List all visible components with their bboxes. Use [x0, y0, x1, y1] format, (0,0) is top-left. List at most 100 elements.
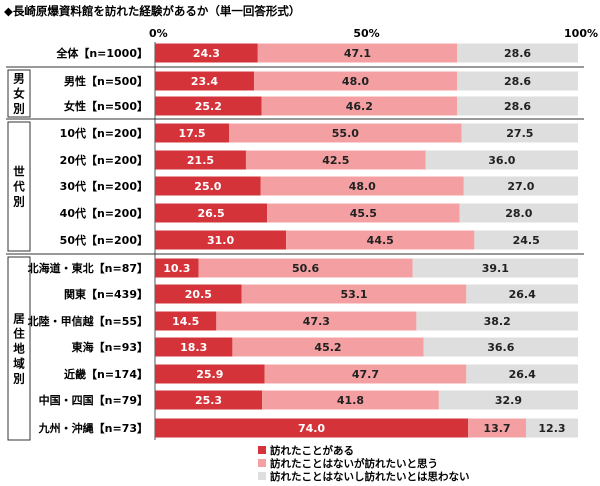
data-label: 26.5 [197, 207, 224, 220]
data-label: 42.5 [322, 154, 349, 167]
bar-segment [198, 258, 413, 278]
bar-segment [459, 203, 578, 223]
bar-segment [155, 150, 246, 170]
data-label: 47.3 [303, 315, 330, 328]
bar-segment [423, 337, 578, 357]
row-label: 20代【n=200】 [60, 153, 148, 167]
data-label: 17.5 [178, 127, 205, 140]
bar-segment [257, 43, 458, 63]
bar-segment [262, 390, 439, 410]
tick-label: 100% [564, 27, 598, 40]
bar-segment [155, 43, 258, 63]
bar-segment [155, 123, 230, 143]
data-label: 47.7 [352, 368, 379, 381]
data-label: 44.5 [367, 234, 394, 247]
data-label: 23.4 [191, 75, 218, 88]
data-label: 45.5 [350, 207, 377, 220]
data-label: 26.4 [509, 288, 536, 301]
bar-segment [155, 176, 261, 196]
group-box [7, 69, 31, 118]
data-label: 47.1 [344, 47, 371, 60]
bar-segment [474, 230, 578, 250]
data-label: 14.5 [172, 315, 199, 328]
row-label: 関東【n=439】 [64, 287, 148, 301]
row-label: 10代【n=200】 [60, 126, 148, 140]
bar-segment [468, 418, 526, 438]
bar-segment [253, 71, 458, 91]
data-label: 55.0 [332, 127, 359, 140]
legend-swatch [258, 446, 266, 454]
bar-segment [155, 284, 242, 304]
bar-segment [155, 230, 287, 250]
data-label: 21.5 [187, 154, 214, 167]
bar-segment [155, 258, 199, 278]
bar-segment [232, 337, 424, 357]
row-label: 東海【n=93】 [72, 340, 148, 354]
data-label: 25.3 [195, 394, 222, 407]
bar-segment [245, 150, 426, 170]
bar-segment [241, 284, 467, 304]
bar-segment [286, 230, 475, 250]
data-label: 74.0 [298, 422, 325, 435]
data-label: 25.9 [196, 368, 223, 381]
bar-segment [267, 203, 460, 223]
bar-segment [155, 311, 217, 331]
bar-segment [155, 203, 268, 223]
row-label: 中国・四国【n=79】 [39, 393, 148, 407]
data-label: 25.2 [195, 100, 222, 113]
group-label: 世代別 [12, 165, 25, 209]
data-label: 36.0 [488, 154, 515, 167]
legend-label: 訪れたことがある [270, 444, 354, 457]
bar-segment [155, 96, 262, 116]
bar-segment [229, 123, 462, 143]
data-label: 26.4 [509, 368, 536, 381]
bar-segment [461, 123, 578, 143]
legend: 訪れたことがある訪れたことはないが訪れたいと思う訪れたことはないし訪れたいとは思… [258, 444, 470, 483]
data-label: 45.2 [314, 341, 341, 354]
bar-segment [264, 364, 467, 384]
row-label: 九州・沖縄【n=73】 [38, 421, 148, 435]
data-label: 38.2 [484, 315, 511, 328]
legend-label: 訪れたことはないが訪れたいと思う [270, 457, 438, 470]
legend-swatch [258, 459, 266, 467]
data-label: 36.6 [487, 341, 514, 354]
bar-segment [457, 96, 578, 116]
data-label: 25.0 [194, 180, 221, 193]
bar-segment [261, 96, 458, 116]
data-label: 28.6 [504, 100, 531, 113]
group-label: 居住地域別 [12, 312, 25, 386]
data-label: 18.3 [180, 341, 207, 354]
data-label: 27.5 [506, 127, 533, 140]
row-label: 北海道・東北【n=87】 [28, 261, 148, 275]
data-label: 39.1 [482, 262, 509, 275]
group-box [7, 121, 31, 252]
bar-segment [425, 150, 578, 170]
data-label: 28.0 [505, 207, 532, 220]
data-label: 24.5 [513, 234, 540, 247]
bar-segment [466, 284, 578, 304]
row-label: 50代【n=200】 [60, 233, 148, 247]
data-label: 28.6 [504, 47, 531, 60]
row-label: 30代【n=200】 [60, 179, 148, 193]
data-label: 27.0 [507, 180, 534, 193]
bar-segment [260, 176, 464, 196]
legend-swatch [258, 472, 266, 480]
data-label: 24.3 [193, 47, 220, 60]
group-label: 男女別 [12, 72, 25, 116]
data-label: 48.0 [349, 180, 376, 193]
row-label: 北陸・甲信越【n=55】 [28, 314, 148, 328]
row-label: 女性【n=500】 [64, 99, 148, 113]
legend-label: 訪れたことはないし訪れたいとは思わない [270, 470, 470, 483]
data-label: 28.6 [504, 75, 531, 88]
data-label: 53.1 [340, 288, 367, 301]
data-label: 20.5 [185, 288, 212, 301]
bar-segment [155, 390, 263, 410]
tick-label: 0% [149, 27, 168, 40]
bar-segment [155, 364, 265, 384]
bar-segment [457, 71, 578, 91]
bar-segment [466, 364, 578, 384]
bar-segment [216, 311, 417, 331]
row-label: 男性【n=500】 [64, 74, 148, 88]
